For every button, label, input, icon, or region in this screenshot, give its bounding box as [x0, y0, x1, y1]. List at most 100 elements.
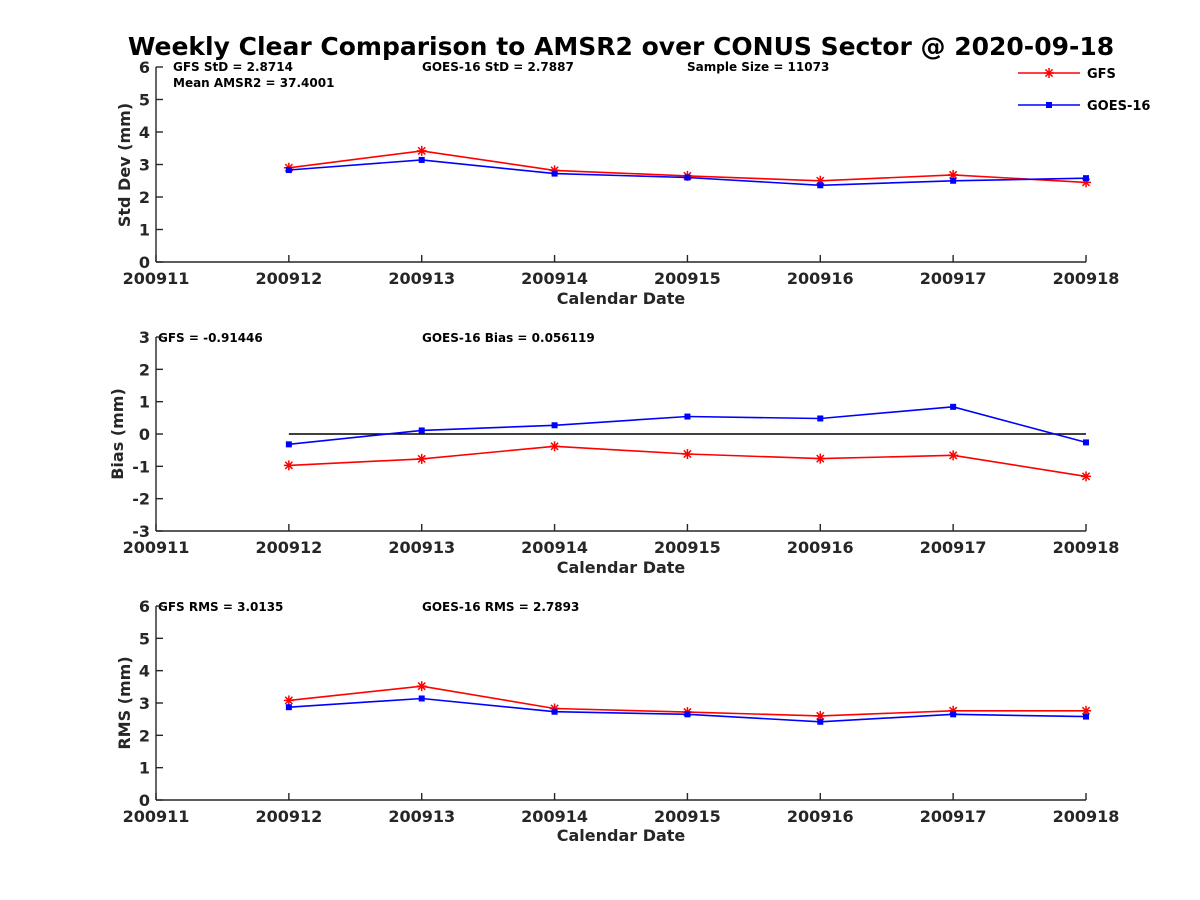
bias-series-goes16-point — [418, 427, 425, 434]
bias-series-gfs-point — [682, 449, 693, 460]
stddev-x-tick-label: 200913 — [388, 269, 455, 288]
mean-amsr2-annotation: Mean AMSR2 = 37.4001 — [173, 76, 334, 90]
gfs-bias-annotation: GFS = -0.91446 — [158, 331, 263, 345]
bias-x-tick-label: 200912 — [255, 538, 322, 557]
bias-series-goes16-point — [551, 422, 558, 429]
rms-x-tick-label: 200911 — [123, 807, 190, 826]
rms-series-gfs-point — [416, 681, 427, 692]
stddev-series-goes16-point — [684, 174, 691, 181]
stddev-series-goes16-point — [285, 167, 292, 174]
rms-x-axis-label: Calendar Date — [557, 826, 686, 845]
chart-title: Weekly Clear Comparison to AMSR2 over CO… — [128, 32, 1114, 61]
stddev-panel: GFS StD = 2.8714 GOES-16 StD = 2.7887 Sa… — [115, 58, 1119, 308]
stddev-x-tick-label: 200911 — [123, 269, 190, 288]
legend-label-goes16: GOES-16 — [1087, 99, 1150, 114]
legend-marker-gfs — [1044, 68, 1054, 78]
goes16-bias-annotation: GOES-16 Bias = 0.056119 — [422, 331, 595, 345]
bias-y-tick-label: 0 — [139, 425, 150, 444]
bias-y-tick-label: -2 — [132, 490, 150, 509]
rms-series-goes16-point — [551, 708, 558, 715]
stddev-y-axis-label: Std Dev (mm) — [115, 103, 134, 227]
legend: GFS GOES-16 — [1018, 67, 1150, 114]
bias-series-gfs-point — [815, 453, 826, 464]
stddev-y-tick-label: 3 — [139, 156, 150, 175]
stddev-series-goes16-point — [551, 170, 558, 177]
bias-series-goes16-point — [684, 413, 691, 420]
rms-x-tick-label: 200914 — [521, 807, 588, 826]
stddev-x-tick-label: 200916 — [787, 269, 854, 288]
bias-y-tick-label: -1 — [132, 457, 150, 476]
stddev-series-gfs-point — [416, 145, 427, 156]
rms-series-goes16-point — [418, 695, 425, 702]
rms-y-tick-label: 4 — [139, 662, 150, 681]
rms-y-tick-label: 1 — [139, 759, 150, 778]
sample-size-annotation: Sample Size = 11073 — [687, 60, 829, 74]
legend-label-gfs: GFS — [1087, 67, 1116, 82]
rms-x-tick-label: 200917 — [920, 807, 987, 826]
stddev-y-tick-label: 6 — [139, 58, 150, 77]
bias-series-goes16-point — [1083, 439, 1089, 446]
bias-y-tick-label: 1 — [139, 393, 150, 412]
stddev-x-tick-label: 200918 — [1053, 269, 1120, 288]
bias-y-tick-label: -3 — [132, 522, 150, 541]
bias-series-gfs-point — [416, 453, 427, 464]
rms-series-goes16-point — [1083, 713, 1089, 720]
rms-y-tick-label: 6 — [139, 597, 150, 616]
bias-x-tick-label: 200914 — [521, 538, 588, 557]
rms-y-tick-label: 2 — [139, 726, 150, 745]
gfs-std-annotation: GFS StD = 2.8714 — [173, 60, 293, 74]
bias-series-goes16-point — [950, 403, 957, 410]
bias-y-axis-label: Bias (mm) — [108, 388, 127, 480]
rms-x-tick-label: 200913 — [388, 807, 455, 826]
stddev-series-goes16-point — [418, 156, 425, 163]
legend-marker-goes16 — [1046, 102, 1052, 108]
goes16-std-annotation: GOES-16 StD = 2.7887 — [422, 60, 574, 74]
rms-panel: GFS RMS = 3.0135 GOES-16 RMS = 2.7893 RM… — [115, 597, 1119, 845]
bias-series-gfs-point — [1081, 471, 1091, 482]
bias-y-tick-label: 2 — [139, 360, 150, 379]
bias-x-tick-label: 200911 — [123, 538, 190, 557]
rms-series-goes16-point — [817, 718, 824, 725]
rms-y-tick-label: 5 — [139, 629, 150, 648]
rms-series-goes16-point — [285, 704, 292, 711]
stddev-series-goes16-point — [950, 177, 957, 184]
bias-y-tick-label: 3 — [139, 328, 150, 347]
stddev-y-tick-label: 2 — [139, 188, 150, 207]
bias-x-tick-label: 200916 — [787, 538, 854, 557]
rms-series-gfs-point — [283, 695, 294, 706]
gfs-rms-annotation: GFS RMS = 3.0135 — [158, 600, 283, 614]
stddev-x-tick-label: 200912 — [255, 269, 322, 288]
bias-x-tick-label: 200915 — [654, 538, 721, 557]
stddev-y-tick-label: 4 — [139, 123, 150, 142]
stddev-x-tick-label: 200917 — [920, 269, 987, 288]
rms-y-axis-label: RMS (mm) — [115, 656, 134, 749]
stddev-series-goes16-point — [1083, 175, 1089, 182]
bias-series-gfs-point — [948, 450, 959, 461]
rms-y-tick-label: 3 — [139, 694, 150, 713]
rms-x-tick-label: 200915 — [654, 807, 721, 826]
bias-x-tick-label: 200918 — [1053, 538, 1120, 557]
rms-x-tick-label: 200912 — [255, 807, 322, 826]
bias-series-gfs-point — [283, 460, 294, 471]
bias-panel: GFS = -0.91446 GOES-16 Bias = 0.056119 B… — [108, 328, 1119, 577]
stddev-y-tick-label: 5 — [139, 91, 150, 110]
rms-y-tick-label: 0 — [139, 791, 150, 810]
stddev-x-tick-label: 200914 — [521, 269, 588, 288]
stddev-y-tick-label: 0 — [139, 253, 150, 272]
bias-series-goes16-point — [285, 441, 292, 448]
bias-series-gfs-point — [549, 441, 560, 452]
stddev-x-tick-label: 200915 — [654, 269, 721, 288]
rms-x-tick-label: 200918 — [1053, 807, 1120, 826]
rms-x-tick-label: 200916 — [787, 807, 854, 826]
bias-series-goes16-point — [817, 415, 824, 422]
stddev-series-goes16-point — [817, 182, 824, 189]
bias-x-tick-label: 200913 — [388, 538, 455, 557]
stddev-y-tick-label: 1 — [139, 221, 150, 240]
bias-x-axis-label: Calendar Date — [557, 558, 686, 577]
stddev-x-axis-label: Calendar Date — [557, 289, 686, 308]
goes16-rms-annotation: GOES-16 RMS = 2.7893 — [422, 600, 579, 614]
rms-series-gfs-point — [815, 710, 826, 721]
rms-series-goes16-point — [950, 711, 957, 718]
